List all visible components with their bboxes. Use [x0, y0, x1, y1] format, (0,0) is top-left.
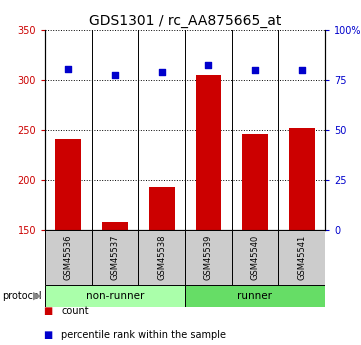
Text: GSM45536: GSM45536 [64, 235, 73, 280]
Bar [289, 128, 314, 230]
Text: ▶: ▶ [33, 291, 42, 301]
Text: count: count [61, 306, 89, 316]
Point [205, 62, 211, 68]
Text: GSM45539: GSM45539 [204, 235, 213, 280]
Text: GSM45537: GSM45537 [110, 235, 119, 280]
Point [112, 72, 118, 78]
Bar [45, 230, 92, 285]
Text: GSM45538: GSM45538 [157, 235, 166, 280]
Bar [149, 187, 174, 230]
Point [252, 67, 258, 73]
Title: GDS1301 / rc_AA875665_at: GDS1301 / rc_AA875665_at [89, 13, 281, 28]
Text: ■: ■ [43, 306, 53, 316]
Bar [278, 230, 325, 285]
Bar [196, 75, 221, 230]
Bar [185, 285, 325, 307]
Text: percentile rank within the sample: percentile rank within the sample [61, 330, 226, 340]
Bar [56, 139, 81, 230]
Text: GSM45540: GSM45540 [251, 235, 260, 280]
Bar [92, 230, 138, 285]
Text: ■: ■ [43, 330, 53, 340]
Bar [232, 230, 278, 285]
Text: runner: runner [238, 291, 273, 301]
Bar [185, 230, 232, 285]
Text: protocol: protocol [2, 291, 42, 301]
Point [159, 69, 165, 75]
Bar [45, 285, 185, 307]
Bar [102, 222, 128, 230]
Point [65, 66, 71, 72]
Bar [242, 134, 268, 230]
Text: non-runner: non-runner [86, 291, 144, 301]
Point [299, 67, 305, 73]
Bar [138, 230, 185, 285]
Text: GSM45541: GSM45541 [297, 235, 306, 280]
